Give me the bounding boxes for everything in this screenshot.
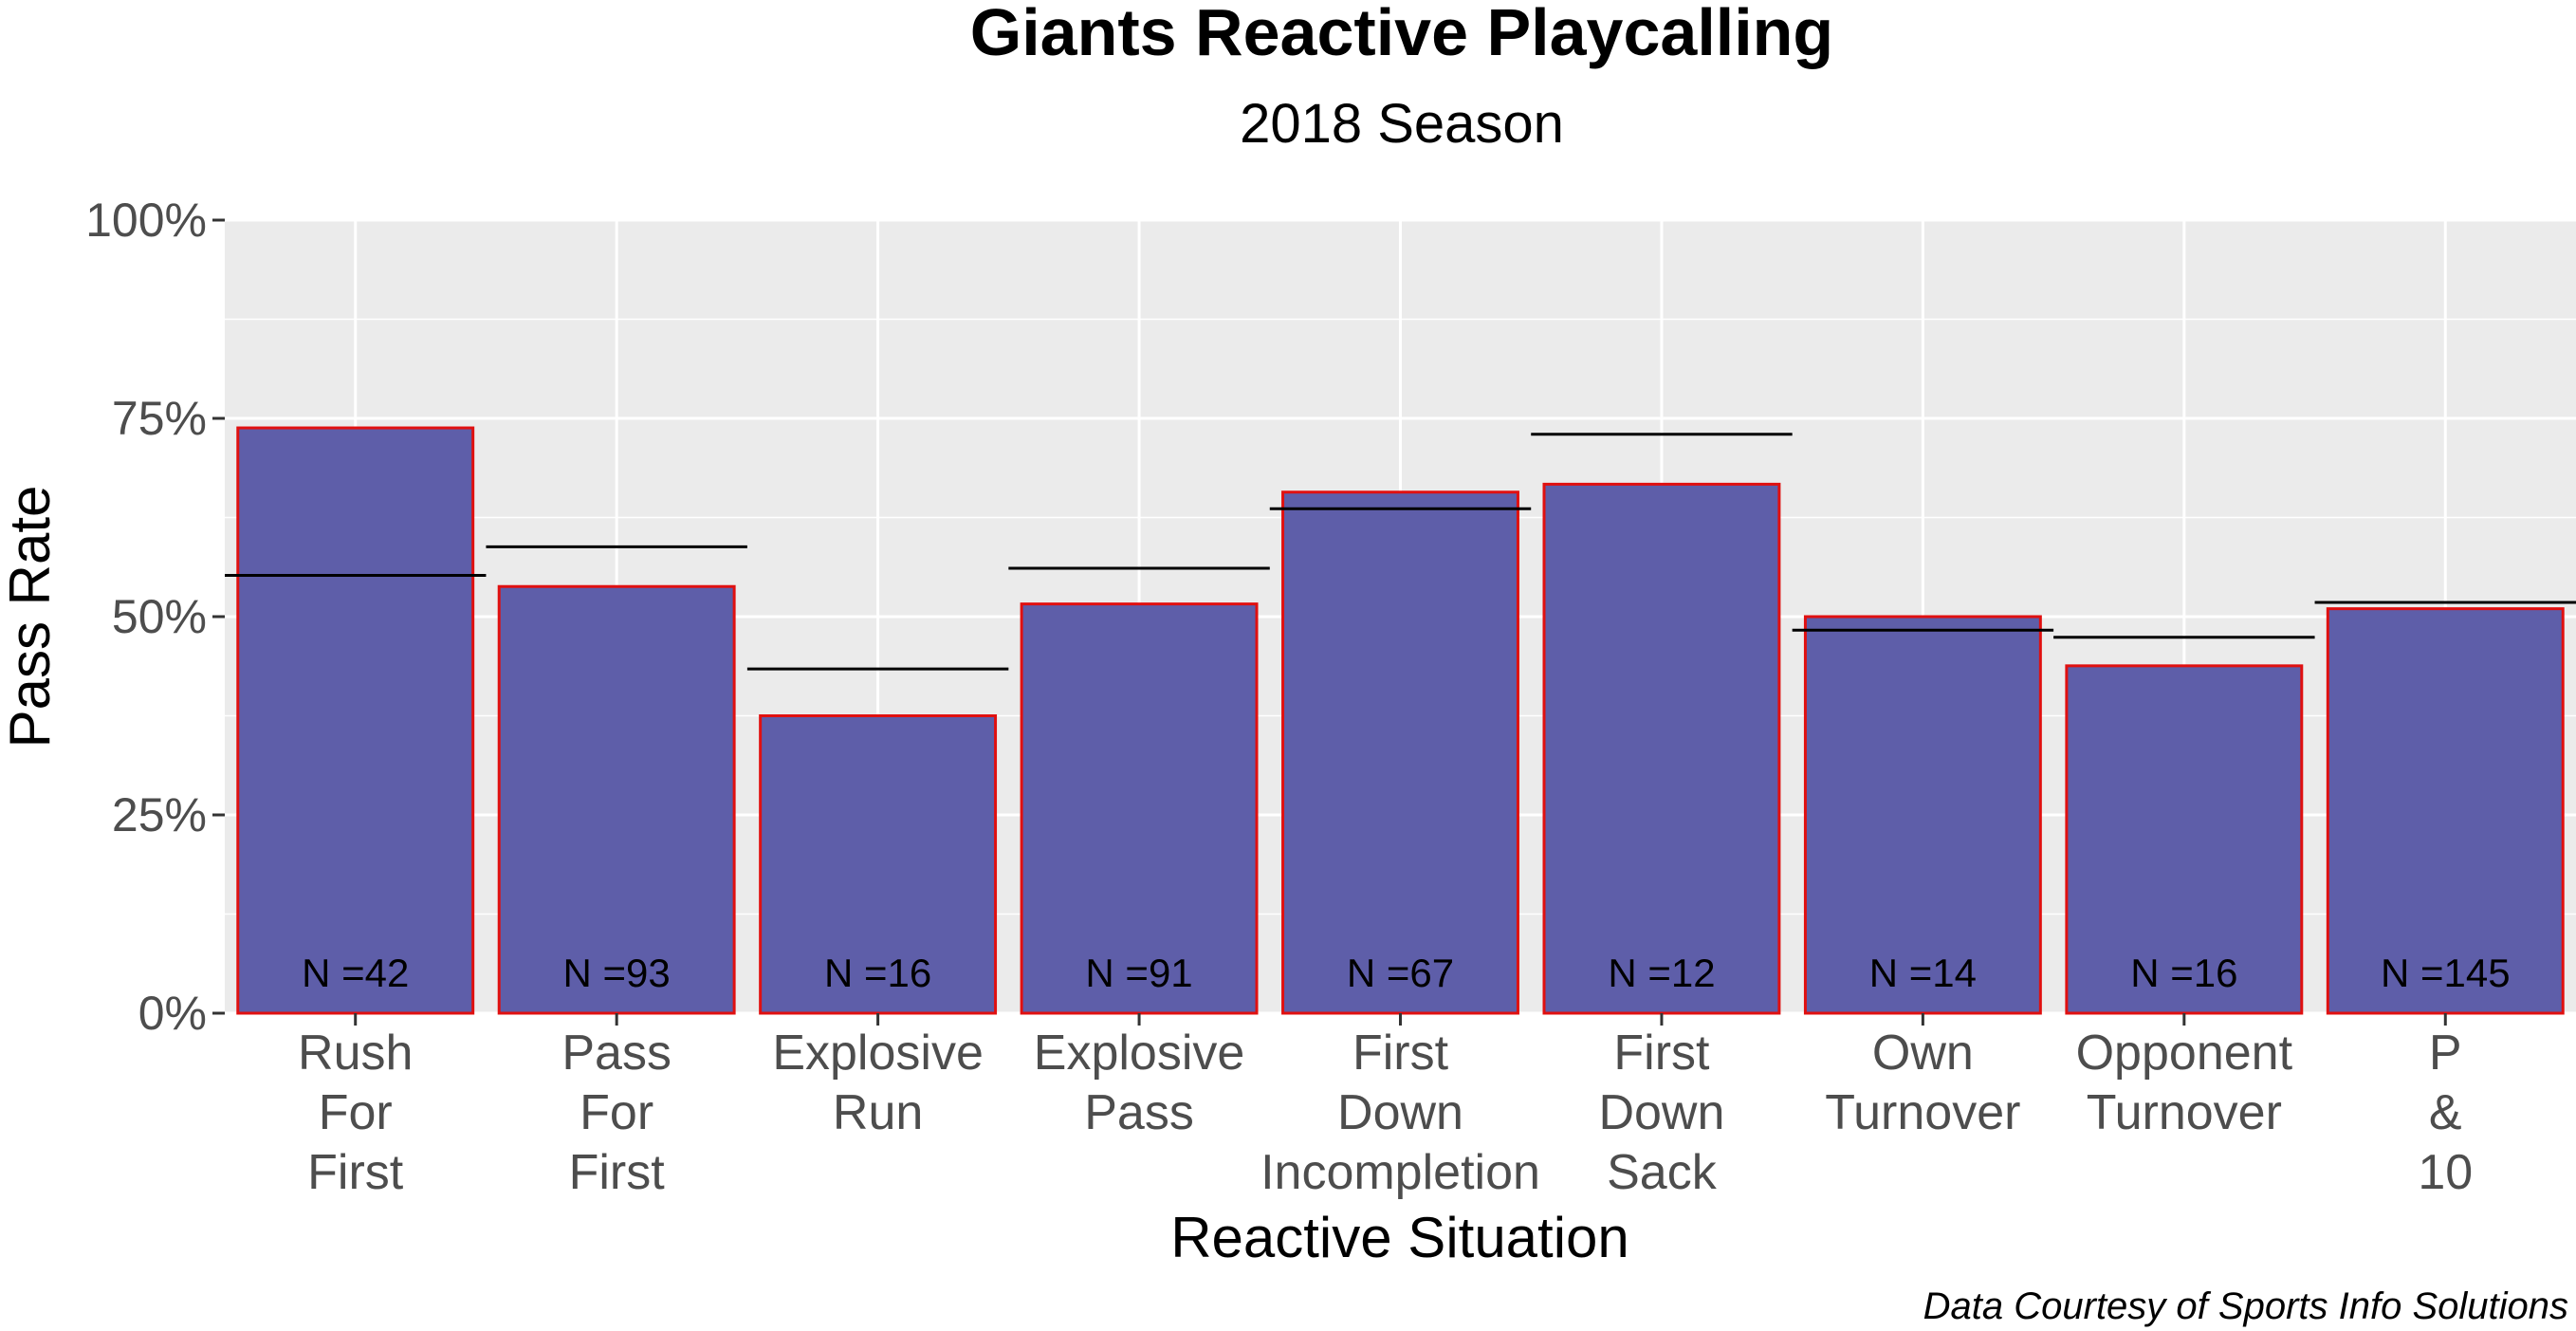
bar xyxy=(1281,490,1519,1015)
x-tick-label: Explosive Run xyxy=(772,1026,984,1140)
x-tick-label-line: Pass xyxy=(561,1026,672,1081)
bar xyxy=(497,584,736,1015)
x-tick-label: First Down Sack xyxy=(1598,1026,1724,1200)
n-label: N =145 xyxy=(2381,951,2511,995)
x-tick-label-line: Pass xyxy=(1084,1085,1194,1140)
x-tick-label-line: Run xyxy=(833,1085,923,1140)
x-tick-label-line: First xyxy=(1613,1026,1710,1081)
x-tick-label-line: First xyxy=(1352,1026,1449,1081)
bar xyxy=(2065,664,2304,1015)
y-axis-title: Pass Rate xyxy=(0,486,62,749)
n-label: N =16 xyxy=(2130,951,2237,995)
bar xyxy=(2326,607,2565,1015)
y-tick-label: 25% xyxy=(112,788,207,841)
x-axis-title: Reactive Situation xyxy=(1170,1206,1629,1269)
x-tick-label-line: Explosive xyxy=(1034,1026,1245,1081)
y-tick-label: 50% xyxy=(112,590,207,643)
bar xyxy=(1020,602,1259,1015)
x-tick-label-line: For xyxy=(580,1085,653,1140)
x-tick-label-line: P xyxy=(2429,1026,2462,1081)
x-tick-label-line: 10 xyxy=(2418,1145,2473,1200)
chart-caption: Data Courtesy of Sports Info Solutions xyxy=(1923,1285,2568,1327)
x-tick-label: Opponent Turnover xyxy=(2076,1026,2293,1140)
n-label: N =16 xyxy=(824,951,931,995)
y-tick-label: 100% xyxy=(85,194,207,247)
x-tick-label-line: Incompletion xyxy=(1260,1145,1540,1200)
y-axis: 0% 25% 50% 75% 100% xyxy=(85,194,225,1040)
x-tick-label: Rush For First xyxy=(298,1026,413,1200)
n-label: N =12 xyxy=(1608,951,1715,995)
n-labels: N =42 N =93 N =16 N =91 N =67 N =12 N =14 N =16… xyxy=(302,951,2510,995)
chart-subtitle: 2018 Season xyxy=(1240,93,1564,155)
x-tick-label: Own Turnover xyxy=(1825,1026,2020,1140)
x-tick-label-line: First xyxy=(307,1145,404,1200)
n-label: N =91 xyxy=(1085,951,1192,995)
baseline-markers xyxy=(225,433,2576,671)
x-tick-label-line: Down xyxy=(1337,1085,1463,1140)
x-tick-label: Explosive Pass xyxy=(1034,1026,1245,1140)
n-label: N =42 xyxy=(302,951,409,995)
x-tick-label: First Down Incompletion xyxy=(1260,1026,1540,1200)
x-tick-label-line: Sack xyxy=(1607,1145,1718,1200)
x-tick-label-line: Turnover xyxy=(1825,1085,2020,1140)
n-label: N =14 xyxy=(1869,951,1977,995)
y-tick-label: 75% xyxy=(112,392,207,445)
x-tick-label-line: First xyxy=(569,1145,666,1200)
x-tick-label: P & 10 xyxy=(2418,1026,2473,1200)
x-tick-label-line: Explosive xyxy=(772,1026,984,1081)
x-tick-label-line: Opponent xyxy=(2076,1026,2293,1081)
bar xyxy=(236,426,475,1015)
bar xyxy=(1803,615,2042,1015)
x-tick-label-line: Rush xyxy=(298,1026,413,1081)
bars xyxy=(236,426,2565,1015)
bar xyxy=(759,714,998,1015)
chart-title: Giants Reactive Playcalling xyxy=(970,0,1833,69)
n-label: N =93 xyxy=(563,951,671,995)
n-label: N =67 xyxy=(1347,951,1454,995)
x-tick-label-line: Turnover xyxy=(2087,1085,2282,1140)
x-tick-label-line: For xyxy=(319,1085,393,1140)
x-tick-label: Pass For First xyxy=(561,1026,672,1200)
y-tick-label: 0% xyxy=(138,987,207,1040)
bar xyxy=(1542,482,1781,1015)
x-tick-label-line: Own xyxy=(1872,1026,1974,1081)
x-tick-label-line: Down xyxy=(1598,1085,1724,1140)
x-tick-label-line: & xyxy=(2429,1085,2462,1140)
